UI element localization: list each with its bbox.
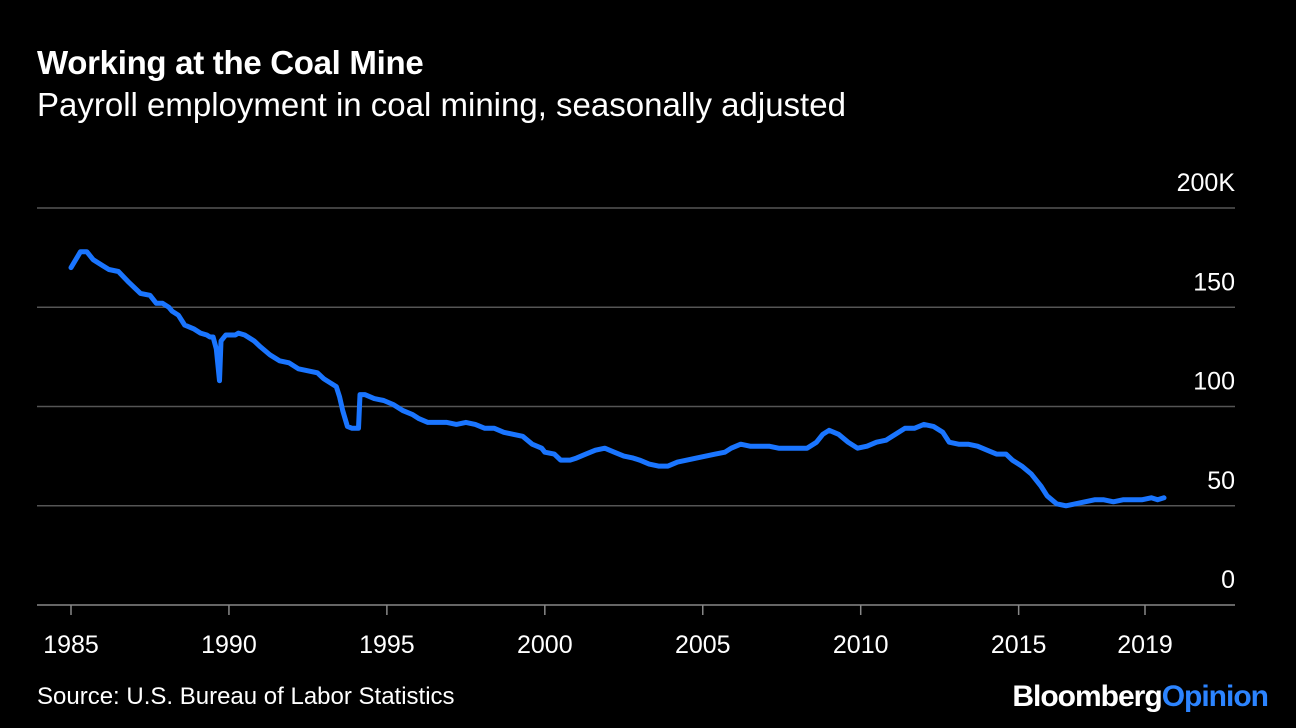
y-tick-label: 200K [1177,169,1236,197]
source-note: Source: U.S. Bureau of Labor Statistics [37,683,455,710]
grid-lines [37,207,1235,606]
y-tick-label: 150 [1193,268,1235,296]
x-tick-label: 2000 [517,631,573,659]
x-tick-label: 2010 [833,631,889,659]
series-line [68,249,1167,509]
x-tick-label: 2015 [991,631,1047,659]
brand-name: Bloomberg [1012,680,1162,713]
x-tick-label: 1995 [359,631,415,659]
chart-title: Working at the Coal Mine [37,44,424,81]
brand-opinion: Opinion [1161,680,1269,713]
x-tick-label: 2005 [675,631,731,659]
y-tick-label: 100 [1193,368,1235,396]
y-axis-ticks: 0 50 100 150 200K [1177,169,1236,594]
x-tick-label: 1985 [43,631,99,659]
x-tick-label: 2019 [1117,631,1173,659]
x-tick-label: 1990 [201,631,257,659]
x-axis-ticks: 1985 1990 1995 2000 2005 2010 2015 2019 [43,605,1173,659]
series-layer [68,249,1167,509]
brand-logo: BloombergOpinion [1012,680,1269,714]
y-tick-label: 50 [1207,467,1235,495]
y-tick-label: 0 [1221,566,1235,594]
chart-subtitle: Payroll employment in coal mining, seaso… [37,86,846,123]
